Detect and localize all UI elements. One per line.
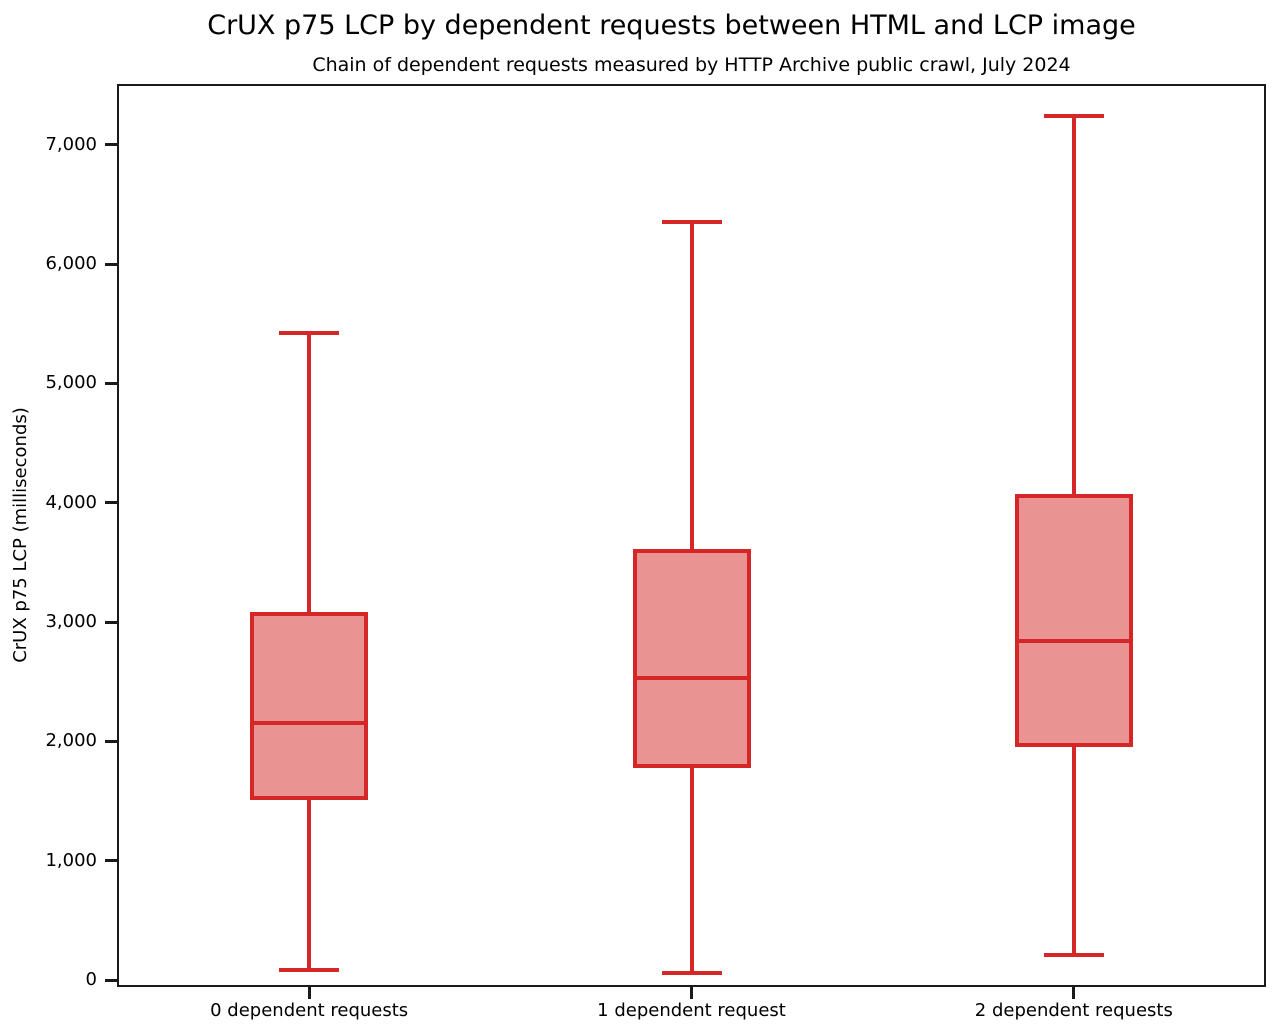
y-tick-label: 7,000 xyxy=(45,133,97,155)
y-tick-mark xyxy=(105,859,118,863)
median-line xyxy=(632,676,751,681)
lower-whisker xyxy=(689,767,694,973)
iqr-box xyxy=(1014,494,1133,748)
x-tick-label: 1 dependent request xyxy=(597,1000,786,1021)
y-tick-mark xyxy=(105,262,118,266)
lower-whisker-cap xyxy=(279,968,340,973)
y-tick-mark xyxy=(105,620,118,624)
upper-whisker-cap xyxy=(279,331,340,336)
y-tick-mark xyxy=(105,381,118,385)
y-axis-label: CrUX p75 LCP (milliseconds) xyxy=(10,407,31,663)
y-tick-label: 1,000 xyxy=(45,849,97,871)
chart-title: CrUX p75 LCP by dependent requests betwe… xyxy=(207,10,1136,41)
iqr-box xyxy=(632,549,751,768)
y-tick-label: 4,000 xyxy=(45,491,97,513)
y-tick-mark xyxy=(105,143,118,147)
median-line xyxy=(1014,639,1133,644)
x-tick-mark xyxy=(690,987,693,999)
y-tick-label: 6,000 xyxy=(45,253,97,274)
upper-whisker xyxy=(689,222,694,550)
x-tick-mark xyxy=(1072,987,1076,999)
x-tick-label: 0 dependent requests xyxy=(210,1000,409,1021)
y-tick-mark xyxy=(105,501,118,505)
median-line xyxy=(250,721,369,726)
y-tick-label: 0 xyxy=(85,969,97,991)
y-tick-mark xyxy=(105,739,118,743)
x-tick-mark xyxy=(307,987,311,999)
y-tick-label: 3,000 xyxy=(45,611,97,633)
lower-whisker xyxy=(1071,747,1076,955)
lower-whisker-cap xyxy=(1043,952,1104,957)
y-tick-label: 2,000 xyxy=(45,730,97,752)
x-tick-label: 2 dependent requests xyxy=(974,1000,1173,1021)
iqr-box xyxy=(250,612,369,800)
upper-whisker-cap xyxy=(1043,114,1104,119)
upper-whisker xyxy=(307,333,312,613)
lower-whisker-cap xyxy=(661,970,722,975)
chart-subtitle: Chain of dependent requests measured by … xyxy=(312,54,1071,76)
lower-whisker xyxy=(307,799,312,971)
y-tick-label: 5,000 xyxy=(45,372,97,394)
upper-whisker-cap xyxy=(661,220,722,225)
plot-area xyxy=(117,84,1266,987)
y-tick-mark xyxy=(105,978,118,982)
upper-whisker xyxy=(1071,116,1076,495)
